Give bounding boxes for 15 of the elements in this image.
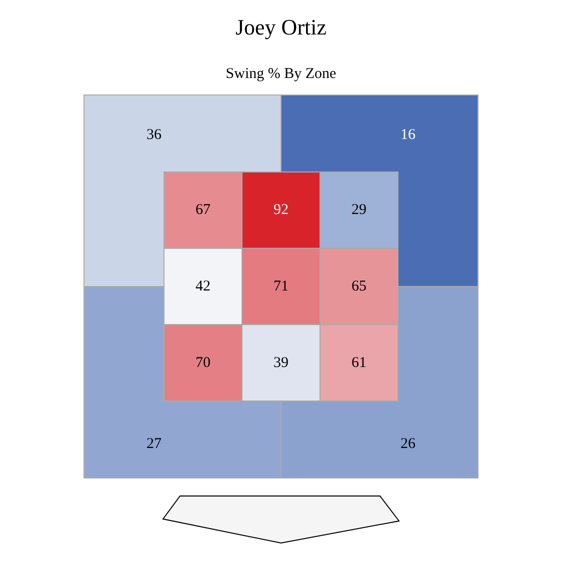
data-label: 29	[352, 202, 366, 218]
data-label: 67	[196, 202, 211, 218]
data-label: 61	[352, 354, 366, 371]
data-label: 92	[274, 202, 288, 218]
data-label: 36	[146, 127, 162, 143]
data-label: 26	[400, 436, 416, 452]
data-label: 65	[352, 278, 366, 294]
data-label: 42	[196, 278, 210, 294]
data-label: 71	[274, 278, 288, 294]
chart-subtitle: Swing % By Zone	[226, 66, 337, 82]
data-label: 16	[400, 127, 416, 143]
data-label: 27	[146, 436, 162, 452]
data-label: 70	[196, 354, 210, 371]
chart-title: Joey Ortiz	[235, 14, 327, 40]
data-label: 39	[274, 354, 288, 371]
